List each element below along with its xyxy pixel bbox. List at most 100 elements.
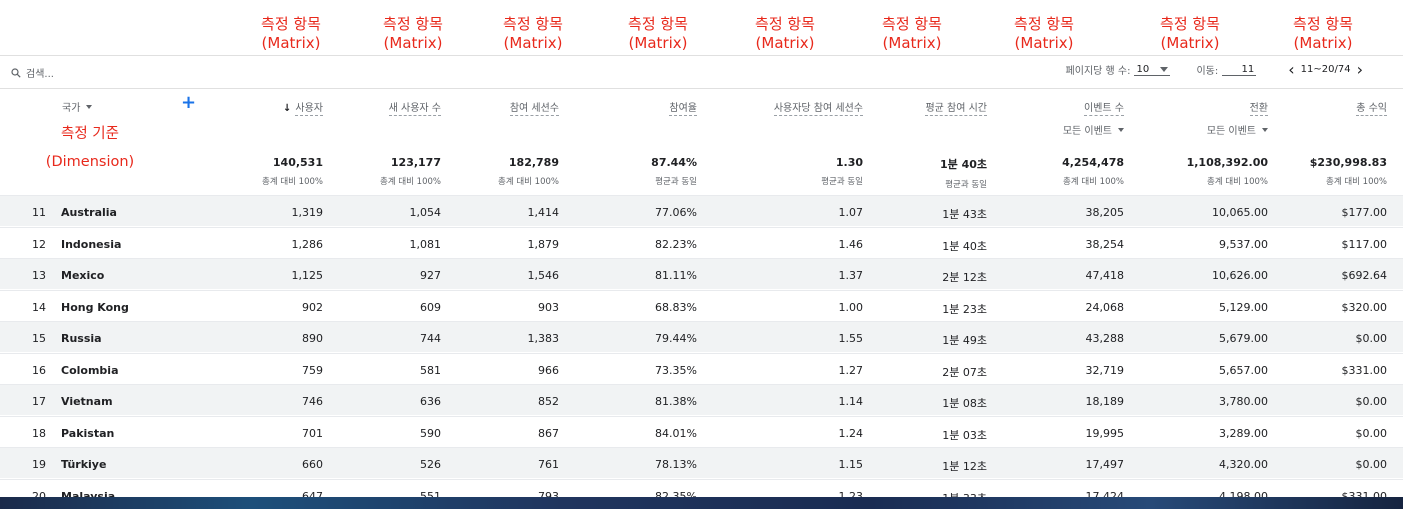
- table-cell: 9,537.00: [1219, 237, 1268, 251]
- metric-annotation-line2: (Matrix): [1160, 34, 1220, 52]
- column-header-label: 이벤트 수: [1084, 103, 1124, 116]
- column-header[interactable]: 새 사용자 수: [388, 99, 441, 116]
- row-number: 18: [32, 426, 46, 440]
- search-input[interactable]: 검색...: [26, 69, 54, 80]
- table-row[interactable]: 15 Russia 890 744 1,383 79.44% 1.55 1분 49초 43,28…: [0, 321, 1403, 352]
- column-total: 1,108,392.00 총계 대비 100%: [1187, 156, 1268, 187]
- table-cell: 927: [420, 269, 441, 282]
- column-header[interactable]: 사용자당 참여 세션수: [773, 99, 863, 116]
- table-row[interactable]: 11 Australia 1,319 1,054 1,414 77.06% 1.07 1분 4…: [0, 195, 1403, 226]
- table-cell: 81.38%: [655, 395, 697, 408]
- dimension-annotation: 측정 기준 (Dimension): [20, 120, 160, 176]
- metric-annotation: 측정 항목 (Matrix): [1145, 15, 1235, 53]
- metric-annotation: 측정 항목 (Matrix): [246, 15, 336, 53]
- table-cell: 3,780.00: [1219, 395, 1268, 408]
- table-cell: 1분 40초: [942, 239, 987, 253]
- table-cell: 1,546: [527, 269, 560, 282]
- total-value: 182,789: [508, 156, 559, 169]
- row-number: 11: [32, 206, 46, 219]
- column-header-label: 평균 참여 시간: [925, 103, 987, 116]
- total-note: 평균과 동일: [945, 180, 987, 190]
- column-total: 1.30 평균과 동일: [821, 156, 863, 187]
- metric-annotation-line2: (Matrix): [628, 34, 688, 52]
- metric-annotation-line2: (Matrix): [1293, 34, 1353, 52]
- metric-annotation-line1: 측정 항목: [261, 15, 321, 33]
- metric-annotation: 측정 항목 (Matrix): [999, 15, 1089, 53]
- table-cell: 1,286: [291, 237, 324, 251]
- next-page-icon[interactable]: ›: [1356, 59, 1363, 79]
- total-value: 4,254,478: [1062, 156, 1124, 169]
- chevron-down-icon: [1160, 66, 1169, 72]
- column-total: 4,254,478 총계 대비 100%: [1062, 156, 1124, 187]
- table-cell: 1.00: [838, 300, 864, 314]
- total-note: 총계 대비 100%: [380, 177, 441, 187]
- total-value: $230,998.83: [1309, 156, 1387, 169]
- table-cell: 701: [302, 426, 323, 440]
- table-cell: 19,995: [1085, 426, 1125, 440]
- dimension-selector[interactable]: 국가: [62, 99, 93, 114]
- page-range: 11~20/74: [1300, 64, 1351, 75]
- add-dimension-icon[interactable]: +: [181, 92, 197, 113]
- table-cell: 1분 08초: [942, 397, 987, 410]
- country-name: Russia: [61, 332, 102, 345]
- table-row[interactable]: 19 Türkiye 660 526 761 78.13% 1.15 1분 12초 17,497…: [0, 447, 1403, 478]
- table-cell: 1.55: [838, 332, 864, 345]
- table-cell: $177.00: [1341, 206, 1388, 219]
- table-row[interactable]: 16 Colombia 759 581 966 73.35% 1.27 2분 07초 32,71…: [0, 352, 1403, 384]
- prev-page-icon[interactable]: ‹: [1288, 59, 1295, 79]
- table-cell: 2분 07초: [942, 365, 987, 379]
- table-cell: 4,320.00: [1219, 458, 1268, 471]
- metric-annotation-line1: 측정 항목: [755, 15, 815, 33]
- column-header[interactable]: 참여 세션수: [509, 99, 559, 116]
- row-number: 14: [32, 300, 46, 314]
- table-cell: 10,065.00: [1212, 206, 1268, 219]
- rows-per-page-select[interactable]: 10: [1134, 64, 1171, 76]
- column-header-label: 전환: [1249, 103, 1268, 116]
- metric-annotation: 측정 항목 (Matrix): [740, 15, 830, 53]
- table-row[interactable]: 17 Vietnam 746 636 852 81.38% 1.14 1분 08초 18,189…: [0, 384, 1403, 415]
- metric-annotation-line1: 측정 항목: [1014, 15, 1074, 33]
- table-row[interactable]: 13 Mexico 1,125 927 1,546 81.11% 1.37 2분 12초 47,…: [0, 258, 1403, 289]
- table-cell: 17,497: [1085, 458, 1125, 471]
- table-row[interactable]: 12 Indonesia 1,286 1,081 1,879 82.23% 1.46 1분 4…: [0, 226, 1403, 258]
- table-cell: 902: [302, 300, 323, 314]
- metric-annotation-line2: (Matrix): [383, 34, 443, 52]
- column-header[interactable]: 평균 참여 시간: [925, 99, 987, 116]
- table-cell: 79.44%: [655, 332, 697, 345]
- table-cell: 590: [420, 426, 441, 440]
- column-header[interactable]: ↓ 사용자: [283, 99, 323, 116]
- metric-annotation-line2: (Matrix): [755, 34, 815, 52]
- row-number: 19: [32, 458, 46, 471]
- column-header-label: 사용자당 참여 세션수: [773, 103, 863, 116]
- total-note: 총계 대비 100%: [498, 177, 559, 187]
- metric-annotation: 측정 항목 (Matrix): [867, 15, 957, 53]
- table-row[interactable]: 14 Hong Kong 902 609 903 68.83% 1.00 1분 23초 24,0…: [0, 289, 1403, 321]
- column-header[interactable]: 참여율: [669, 99, 697, 116]
- total-note: 총계 대비 100%: [1063, 177, 1124, 187]
- table-cell: $331.00: [1341, 363, 1388, 377]
- table-cell: 1.14: [838, 395, 864, 408]
- event-filter-select[interactable]: 모든 이벤트: [1063, 122, 1124, 137]
- table-cell: 1.46: [838, 237, 864, 251]
- table-cell: 1.24: [838, 426, 864, 440]
- goto-input[interactable]: 11: [1222, 64, 1257, 76]
- column-header[interactable]: 총 수익: [1356, 99, 1387, 116]
- table-cell: 1.15: [838, 458, 864, 471]
- event-filter-select[interactable]: 모든 이벤트: [1207, 122, 1268, 137]
- column-header-label: 참여율: [669, 103, 697, 116]
- table-cell: 24,068: [1085, 300, 1125, 314]
- table-cell: 1.27: [838, 363, 864, 377]
- table-cell: 581: [420, 363, 441, 377]
- column-total: 87.44% 평균과 동일: [651, 156, 697, 187]
- table-header: 국가 + ↓ 사용자 140,531 총계 대비 100% 새 사용자 수 123,177…: [0, 88, 1403, 195]
- metric-annotation-line1: 측정 항목: [383, 15, 443, 33]
- table-cell: 43,288: [1085, 332, 1125, 345]
- table-row[interactable]: 18 Pakistan 701 590 867 84.01% 1.24 1분 03초 19,99…: [0, 415, 1403, 447]
- table-cell: 18,189: [1085, 395, 1125, 408]
- search-box[interactable]: 검색...: [11, 65, 54, 80]
- table-cell: 5,129.00: [1219, 300, 1268, 314]
- metric-annotation-line2: (Matrix): [261, 34, 321, 52]
- country-name: Vietnam: [61, 395, 113, 408]
